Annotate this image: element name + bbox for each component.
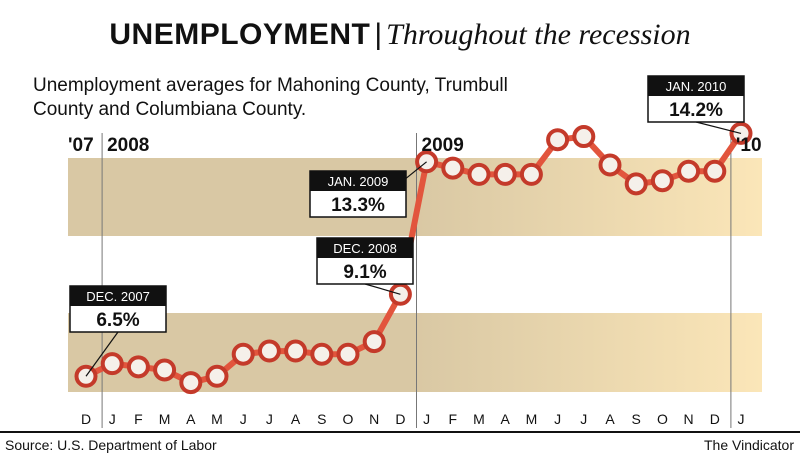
callout-value: 14.2% bbox=[669, 100, 723, 121]
x-tick-label: J bbox=[423, 411, 430, 427]
data-point bbox=[336, 342, 360, 366]
year-label: '10 bbox=[736, 135, 762, 156]
callout-header bbox=[317, 238, 413, 258]
callout: DEC. 2007 6.5% bbox=[69, 285, 167, 377]
data-point bbox=[650, 169, 674, 193]
data-point bbox=[205, 364, 229, 388]
source-note: Source: U.S. Department of Labor bbox=[5, 437, 217, 453]
x-tick-label: A bbox=[291, 411, 301, 427]
callout-date: DEC. 2007 bbox=[86, 289, 150, 304]
x-tick-label: S bbox=[632, 411, 641, 427]
callout-value: 13.3% bbox=[331, 195, 385, 216]
chart-subtitle: Throughout the recession bbox=[386, 18, 691, 51]
data-point bbox=[677, 159, 701, 183]
footer-rule bbox=[0, 431, 800, 433]
x-tick-label: F bbox=[449, 411, 458, 427]
data-point bbox=[703, 159, 727, 183]
x-tick-label: N bbox=[369, 411, 379, 427]
x-tick-label: J bbox=[109, 411, 116, 427]
data-point bbox=[624, 172, 648, 196]
x-tick-label: O bbox=[343, 411, 354, 427]
data-point bbox=[519, 162, 543, 186]
callout-value: 6.5% bbox=[96, 310, 139, 331]
data-point bbox=[572, 125, 596, 149]
data-point bbox=[179, 371, 203, 395]
data-point bbox=[441, 156, 465, 180]
x-tick-label: D bbox=[395, 411, 405, 427]
chart-title-row: UNEMPLOYMENT | Throughout the recession bbox=[0, 18, 800, 52]
year-label: 2008 bbox=[107, 135, 149, 156]
callout-leader bbox=[364, 283, 401, 295]
x-tick-label: J bbox=[738, 411, 745, 427]
data-point bbox=[598, 153, 622, 177]
data-point bbox=[310, 342, 334, 366]
callout-value: 9.1% bbox=[343, 262, 386, 283]
callout-header bbox=[310, 171, 406, 191]
x-tick-label: J bbox=[554, 411, 561, 427]
callout-header bbox=[648, 76, 744, 96]
data-point bbox=[100, 352, 124, 376]
data-point bbox=[126, 355, 150, 379]
x-tick-label: S bbox=[317, 411, 326, 427]
callout-leader bbox=[85, 331, 119, 377]
x-tick-label: A bbox=[186, 411, 196, 427]
data-point bbox=[546, 128, 570, 152]
data-point bbox=[153, 358, 177, 382]
x-tick-label: A bbox=[501, 411, 511, 427]
x-tick-label: N bbox=[684, 411, 694, 427]
data-point bbox=[493, 162, 517, 186]
callout-date: JAN. 2010 bbox=[666, 79, 727, 94]
callout: JAN. 2010 14.2% bbox=[647, 75, 745, 134]
x-tick-label: M bbox=[526, 411, 538, 427]
callout-date: DEC. 2008 bbox=[333, 241, 397, 256]
title-separator: | bbox=[374, 18, 383, 51]
chart-description: Unemployment averages for Mahoning Count… bbox=[33, 75, 508, 120]
x-tick-label: M bbox=[211, 411, 223, 427]
x-tick-label: J bbox=[266, 411, 273, 427]
data-point bbox=[257, 339, 281, 363]
x-tick-label: D bbox=[81, 411, 91, 427]
x-tick-label: J bbox=[580, 411, 587, 427]
x-tick-label: M bbox=[473, 411, 485, 427]
callout: DEC. 2008 9.1% bbox=[316, 237, 414, 295]
publisher-credit: The Vindicator bbox=[703, 437, 794, 453]
x-tick-label: F bbox=[134, 411, 143, 427]
x-tick-label: O bbox=[657, 411, 668, 427]
x-tick-label: J bbox=[240, 411, 247, 427]
x-tick-label: M bbox=[159, 411, 171, 427]
data-point bbox=[284, 339, 308, 363]
data-point bbox=[467, 162, 491, 186]
data-point bbox=[231, 342, 255, 366]
x-tick-label: D bbox=[710, 411, 720, 427]
data-point bbox=[362, 330, 386, 354]
year-label: 2009 bbox=[422, 135, 464, 156]
background-band-lower bbox=[68, 313, 762, 392]
callout-leader bbox=[695, 121, 742, 134]
year-label: '07 bbox=[68, 135, 94, 156]
chart-title: UNEMPLOYMENT bbox=[109, 18, 371, 51]
callout-header bbox=[70, 286, 166, 306]
callout-date: JAN. 2009 bbox=[328, 174, 389, 189]
callout: JAN. 2009 13.3% bbox=[309, 161, 427, 218]
x-tick-label: A bbox=[605, 411, 615, 427]
